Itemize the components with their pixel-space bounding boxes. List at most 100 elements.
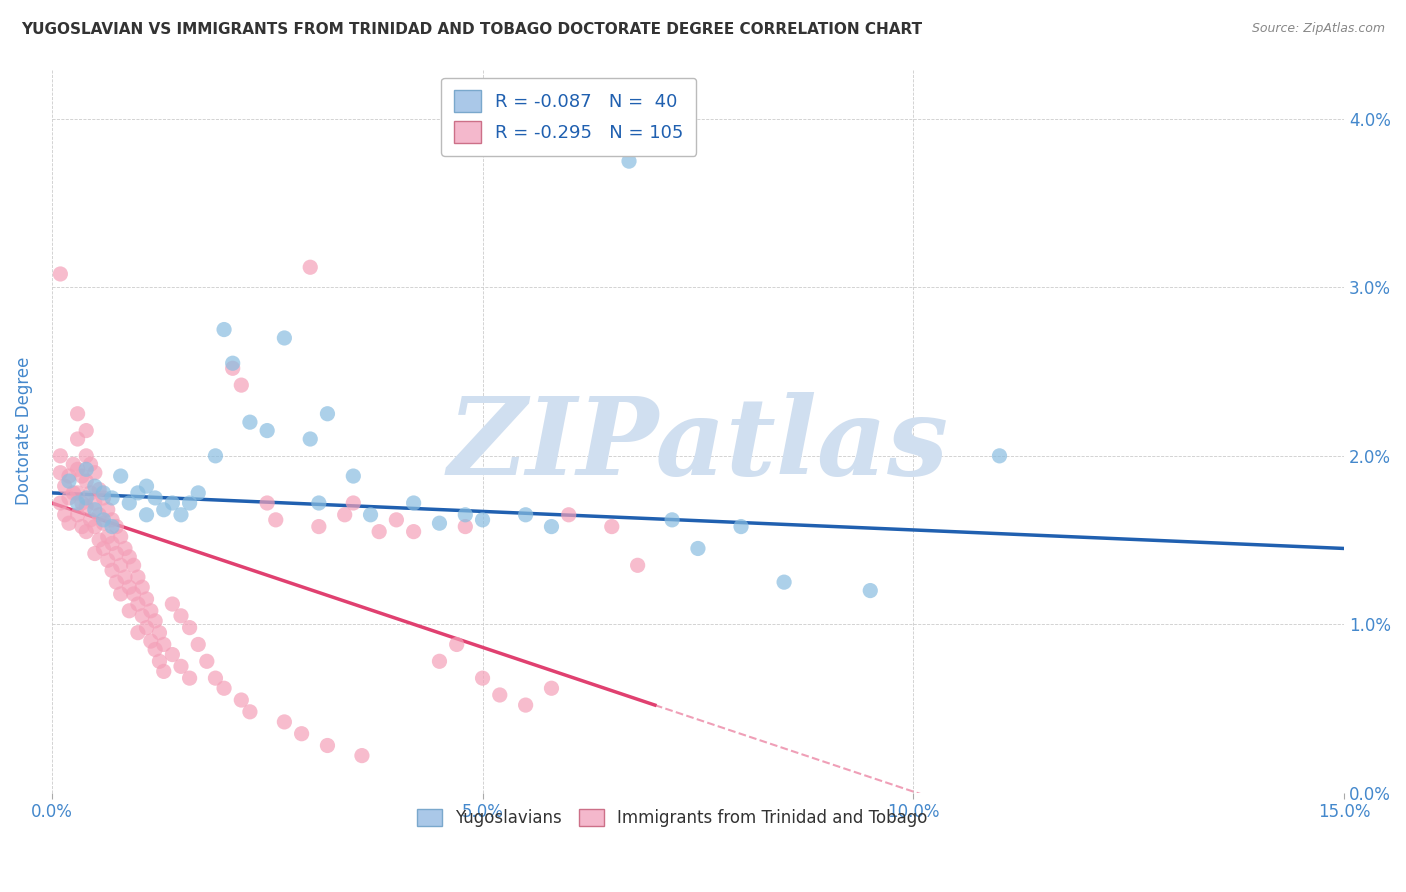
Point [316,407,339,421]
Point [256,496,278,510]
Point [360,508,382,522]
Point [139,604,162,618]
Point [83,496,105,510]
Point [49,449,72,463]
Point [143,614,166,628]
Point [105,519,128,533]
Point [342,469,364,483]
Y-axis label: Doctorate Degree: Doctorate Degree [15,357,32,505]
Point [83,479,105,493]
Text: ZIPatlas: ZIPatlas [447,392,949,498]
Point [221,356,243,370]
Point [600,519,623,533]
Point [204,449,226,463]
Point [118,580,141,594]
Point [127,625,149,640]
Point [350,748,373,763]
Point [62,486,84,500]
Point [402,496,425,510]
Point [402,524,425,539]
Point [49,496,72,510]
Point [101,513,124,527]
Point [454,508,477,522]
Point [83,502,105,516]
Point [79,513,101,527]
Point [135,621,157,635]
Point [118,549,141,564]
Point [170,608,193,623]
Point [273,714,295,729]
Point [89,508,111,522]
Point [162,597,184,611]
Point [93,491,115,505]
Text: Source: ZipAtlas.com: Source: ZipAtlas.com [1251,22,1385,36]
Point [83,466,105,480]
Point [110,469,132,483]
Text: YUGOSLAVIAN VS IMMIGRANTS FROM TRINIDAD AND TOBAGO DOCTORATE DEGREE CORRELATION : YUGOSLAVIAN VS IMMIGRANTS FROM TRINIDAD … [21,22,922,37]
Point [617,154,640,169]
Point [179,496,201,510]
Point [83,547,105,561]
Point [110,587,132,601]
Point [70,496,93,510]
Point [101,491,124,505]
Point [127,597,149,611]
Point [97,553,120,567]
Point [179,621,201,635]
Point [58,516,80,531]
Point [66,407,89,421]
Point [256,424,278,438]
Point [308,496,330,510]
Point [89,533,111,547]
Point [75,500,97,514]
Point [79,457,101,471]
Point [342,496,364,510]
Point [557,508,579,522]
Point [368,524,391,539]
Point [97,530,120,544]
Point [79,486,101,500]
Point [62,457,84,471]
Point [75,449,97,463]
Point [66,486,89,500]
Point [308,519,330,533]
Point [231,693,253,707]
Point [93,486,115,500]
Point [131,580,153,594]
Point [135,508,157,522]
Point [49,267,72,281]
Point [118,496,141,510]
Point [170,659,193,673]
Point [661,513,683,527]
Point [515,698,537,712]
Point [53,508,76,522]
Point [49,466,72,480]
Point [118,604,141,618]
Point [75,424,97,438]
Point [212,322,235,336]
Point [152,502,174,516]
Point [89,483,111,497]
Point [105,575,128,590]
Point [114,541,136,556]
Point [212,681,235,696]
Point [139,634,162,648]
Legend: Yugoslavians, Immigrants from Trinidad and Tobago: Yugoslavians, Immigrants from Trinidad a… [409,800,935,835]
Point [101,563,124,577]
Point [239,705,262,719]
Point [264,513,287,527]
Point [152,665,174,679]
Point [730,519,752,533]
Point [204,671,226,685]
Point [58,474,80,488]
Point [114,570,136,584]
Point [627,558,650,573]
Point [131,608,153,623]
Point [515,508,537,522]
Point [53,479,76,493]
Point [686,541,709,556]
Point [859,583,882,598]
Point [333,508,356,522]
Point [127,570,149,584]
Point [66,432,89,446]
